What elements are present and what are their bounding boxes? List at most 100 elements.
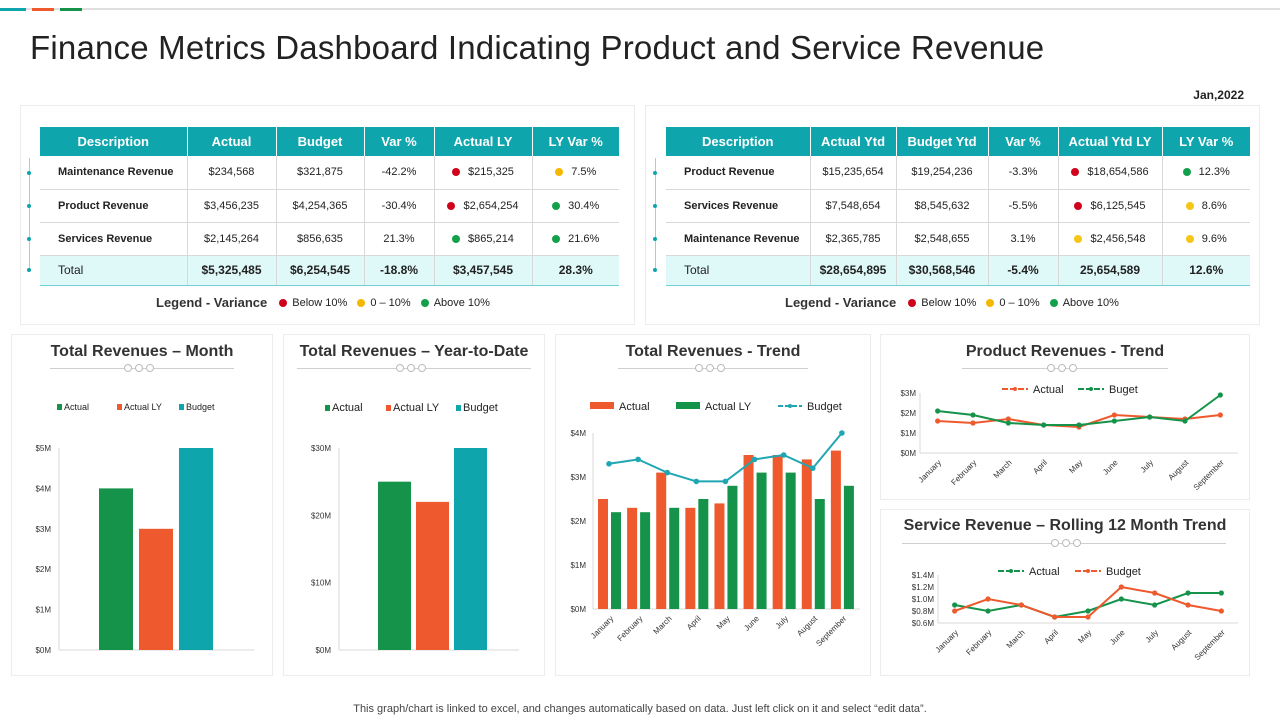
series-marker <box>1085 614 1091 620</box>
row-guide-line <box>29 158 30 270</box>
cell-var: -30.4% <box>364 189 435 223</box>
series-marker <box>1005 416 1011 422</box>
y-tick-label: $2M <box>35 565 51 574</box>
x-tick-label: July <box>774 614 790 630</box>
cell-lyvar: 8.6% <box>1162 189 1250 223</box>
y-tick-label: $3M <box>570 473 586 482</box>
red-dot-icon <box>908 298 917 307</box>
row-bullet <box>27 237 31 241</box>
ornament-icon <box>1047 364 1077 372</box>
x-tick-label: January <box>934 628 960 654</box>
cell-budget: $8,545,632 <box>896 189 989 223</box>
series-marker <box>952 608 958 614</box>
x-tick-label: May <box>1076 628 1093 645</box>
bar-actual <box>99 488 133 650</box>
top-rule <box>0 8 1280 10</box>
col-header: Budget <box>276 127 365 156</box>
legend-label: Below 10% <box>921 296 977 309</box>
x-tick-label: April <box>1031 458 1049 476</box>
series-marker <box>1005 420 1011 426</box>
bar-actual <box>598 499 608 609</box>
y-tick-label: $1.2M <box>912 583 935 592</box>
y-tick-label: $1M <box>570 561 586 570</box>
series-marker <box>1182 418 1188 424</box>
budget-marker <box>664 469 671 476</box>
legend-label: Actual <box>332 402 363 414</box>
total-ly: $3,457,545 <box>434 254 533 286</box>
ornament-icon <box>396 364 426 372</box>
chart-trend-svg: Actual Actual LY Budget $0M $1M $2M $3M $4M Janu… <box>570 401 860 648</box>
legend-swatch <box>325 405 330 411</box>
col-header: Var % <box>364 127 435 156</box>
cell-desc: Product Revenue <box>40 189 188 223</box>
total-desc: Total <box>40 254 188 286</box>
x-tick-label: March <box>992 458 1014 480</box>
legend-label: 0 – 10% <box>999 296 1040 309</box>
cell-var: -42.2% <box>364 156 435 190</box>
budget-marker <box>751 456 758 463</box>
legend-swatch <box>57 404 62 410</box>
row-bullet <box>27 268 31 272</box>
total-actual: $5,325,485 <box>187 254 277 286</box>
col-header: LY Var % <box>532 127 619 156</box>
cell-ly: $865,214 <box>434 222 533 256</box>
y-tick-label: $0M <box>35 646 51 655</box>
table-row: Maintenance Revenue $234,568 $321,875 -42.2… <box>40 156 619 190</box>
legend-swatch <box>590 402 614 409</box>
chart-title: Total Revenues - Trend <box>625 343 801 360</box>
accent-orange <box>32 8 54 11</box>
x-tick-label: February <box>616 614 645 643</box>
series-marker <box>970 420 976 426</box>
accent-green <box>60 8 82 11</box>
legend-label: Budget <box>463 402 498 414</box>
legend-label: Actual LY <box>705 401 752 413</box>
cell-value: 9.6% <box>1201 232 1227 245</box>
cell-var: 3.1% <box>988 222 1059 256</box>
legend-item-below: Below 10% <box>908 297 976 309</box>
accent-teal <box>0 8 26 11</box>
cell-budget: $856,635 <box>276 222 365 256</box>
legend-item-above: Above 10% <box>1049 297 1119 309</box>
x-tick-label: April <box>685 614 703 632</box>
y-tick-label: $1M <box>35 606 51 615</box>
bar-actual-ly <box>727 485 738 609</box>
status-dot-icon <box>552 201 561 210</box>
col-header: Description <box>666 127 811 156</box>
x-tick-label: March <box>1005 628 1027 650</box>
cell-budget: $2,548,655 <box>896 222 989 256</box>
ornament-icon <box>695 364 725 372</box>
bar-budget <box>179 448 213 650</box>
bar-actual <box>714 503 725 609</box>
col-header: Actual LY <box>434 127 533 156</box>
x-tick-label: January <box>917 458 943 484</box>
series-marker <box>1218 590 1224 596</box>
table-row: Services Revenue $2,145,264 $856,635 21.3% $… <box>40 222 619 256</box>
legend-marker <box>1089 387 1093 391</box>
x-tick-label: June <box>1108 628 1127 647</box>
legend-label: Budget <box>807 401 842 413</box>
cell-ly: $2,456,548 <box>1058 222 1163 256</box>
col-header: Budget Ytd <box>896 127 989 156</box>
x-tick-label: September <box>1192 458 1226 492</box>
col-header: Description <box>40 127 188 156</box>
table-row: Services Revenue $7,548,654 $8,545,632 -5.5… <box>666 189 1250 223</box>
series-marker <box>1076 422 1082 428</box>
y-tick-label: $2M <box>900 409 916 418</box>
status-dot-icon <box>1185 234 1194 243</box>
series-marker <box>1185 590 1191 596</box>
bar-actual <box>685 507 696 609</box>
x-tick-label: January <box>589 614 615 640</box>
chart-title: Total Revenues – Month <box>50 343 234 360</box>
x-tick-label: February <box>964 628 993 657</box>
cell-value: 12.3% <box>1198 166 1230 179</box>
x-tick-label: March <box>652 614 674 636</box>
ornament-icon <box>124 364 154 372</box>
x-tick-label: June <box>742 614 761 633</box>
table-header-row: Description Actual Budget Var % Actual L… <box>40 127 619 156</box>
cell-actual: $2,145,264 <box>187 222 277 256</box>
cell-value: 30.4% <box>568 199 600 212</box>
series-marker <box>970 412 976 418</box>
legend-item-above: Above 10% <box>420 297 490 309</box>
row-bullet <box>653 204 657 208</box>
cell-ly: $2,654,254 <box>434 189 533 223</box>
